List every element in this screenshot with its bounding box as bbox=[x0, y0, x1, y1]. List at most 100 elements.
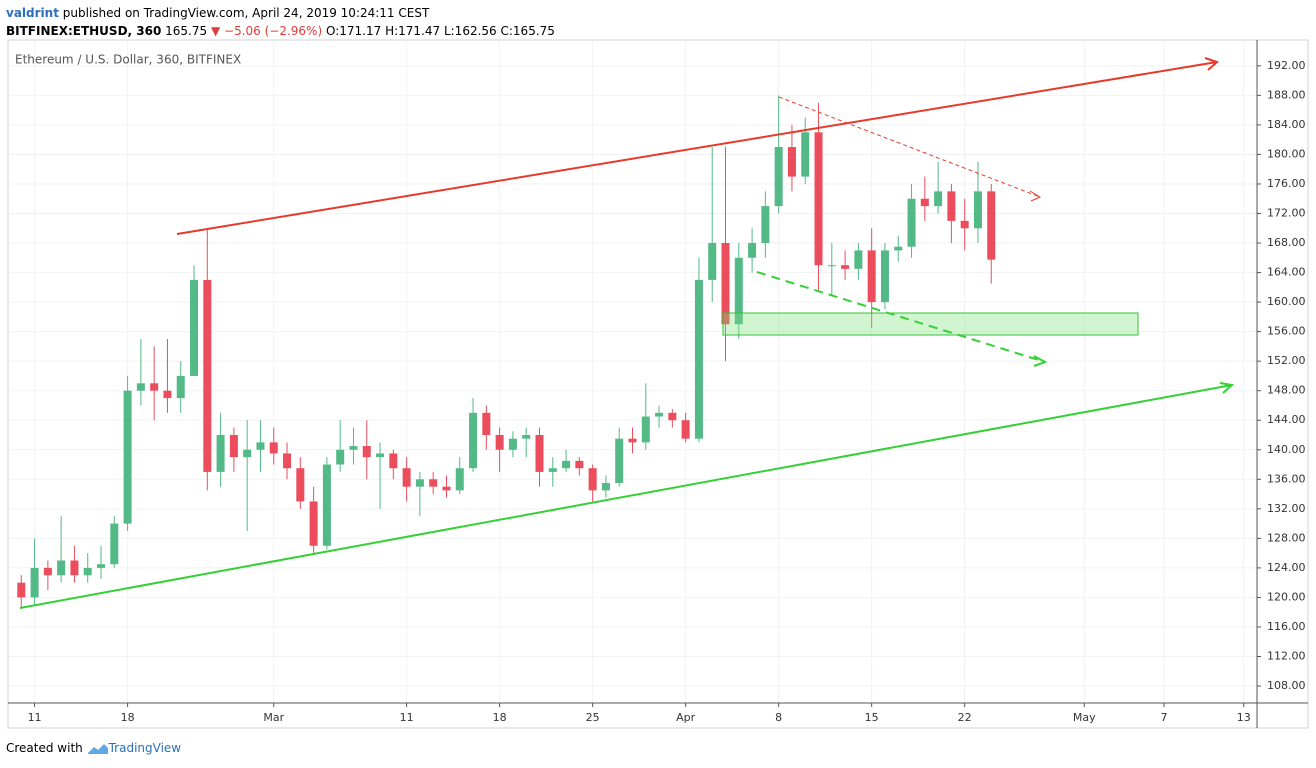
brand[interactable]: TradingView bbox=[108, 741, 182, 755]
candle-body bbox=[894, 246, 903, 251]
candle-body bbox=[150, 383, 159, 391]
y-tick-label: 180.00 bbox=[1267, 147, 1306, 160]
x-tick-label: 25 bbox=[586, 711, 600, 724]
author[interactable]: valdrint bbox=[6, 6, 59, 20]
y-tick-label: 136.00 bbox=[1267, 472, 1306, 485]
x-tick-label: May bbox=[1073, 711, 1096, 724]
candle-body bbox=[973, 191, 982, 229]
logo bbox=[87, 743, 108, 754]
x-tick-label: 15 bbox=[865, 711, 879, 724]
x-tick-label: 13 bbox=[1237, 711, 1251, 724]
header: valdrint published on TradingView.com, A… bbox=[6, 4, 555, 40]
published: published on TradingView.com, April 24, … bbox=[62, 6, 430, 20]
candle-body bbox=[601, 482, 610, 491]
candle-body bbox=[880, 250, 889, 303]
candle-body bbox=[548, 468, 557, 472]
candle-body bbox=[960, 220, 969, 229]
candle-body bbox=[309, 501, 318, 546]
created-with: Created with bbox=[6, 741, 83, 755]
candle-body bbox=[415, 479, 424, 487]
candle-body bbox=[934, 191, 943, 207]
arrow-head bbox=[1204, 57, 1219, 71]
candle-body bbox=[482, 412, 491, 435]
candle-body bbox=[947, 191, 956, 221]
y-tick-label: 184.00 bbox=[1267, 118, 1306, 131]
chart-frame bbox=[7, 39, 1309, 729]
chart-title: Ethereum / U.S. Dollar, 360, BITFINEX bbox=[15, 53, 241, 67]
candle-body bbox=[269, 442, 278, 454]
y-tick-label: 176.00 bbox=[1267, 177, 1306, 190]
candle-body bbox=[827, 265, 836, 267]
candle-body bbox=[30, 567, 39, 598]
candle-body bbox=[787, 147, 796, 177]
candle-body bbox=[774, 147, 783, 207]
y-tick-label: 108.00 bbox=[1267, 679, 1306, 692]
candle-body bbox=[229, 434, 238, 458]
candle-body bbox=[508, 438, 517, 450]
arrow-head bbox=[1029, 190, 1042, 202]
x-tick-label: 22 bbox=[958, 711, 972, 724]
symbol: BITFINEX:ETHUSD, 360 bbox=[6, 24, 162, 38]
candle-body bbox=[97, 564, 106, 568]
ohlc-open: O:171.17 bbox=[325, 24, 382, 38]
candle-body bbox=[110, 523, 119, 565]
candle-body bbox=[163, 390, 172, 399]
x-tick-label: 18 bbox=[493, 711, 507, 724]
support-zone bbox=[722, 312, 1139, 336]
candle-body bbox=[562, 460, 571, 469]
candle-body bbox=[216, 434, 225, 472]
drawings bbox=[19, 57, 1235, 609]
candle-body bbox=[203, 279, 212, 472]
y-tick-label: 140.00 bbox=[1267, 443, 1306, 456]
y-tick-label: 192.00 bbox=[1267, 59, 1306, 72]
y-tick-label: 172.00 bbox=[1267, 207, 1306, 220]
ohlc-close: C:165.75 bbox=[500, 24, 555, 38]
y-tick-label: 128.00 bbox=[1267, 531, 1306, 544]
ohlc-low: L:162.56 bbox=[443, 24, 497, 38]
candle-body bbox=[734, 257, 743, 325]
candle-body bbox=[70, 560, 79, 576]
candle-body bbox=[814, 132, 823, 266]
change: ▼ −5.06 (−2.96%) bbox=[210, 24, 323, 38]
y-tick-label: 112.00 bbox=[1267, 649, 1306, 662]
candle-body bbox=[283, 453, 292, 469]
y-tick-label: 144.00 bbox=[1267, 413, 1306, 426]
y-tick-label: 124.00 bbox=[1267, 561, 1306, 574]
candle-body bbox=[495, 434, 504, 450]
candle-body bbox=[641, 416, 650, 443]
axes: 108.00 112.00 116.00 120.00 124.00 128.00 132.… bbox=[28, 59, 1306, 724]
y-tick-label: 188.00 bbox=[1267, 88, 1306, 101]
candle-body bbox=[615, 438, 624, 483]
candle-body bbox=[469, 412, 478, 469]
candle-body bbox=[57, 560, 66, 576]
candle-body bbox=[376, 453, 385, 458]
x-tick-label: 11 bbox=[28, 711, 42, 724]
x-tick-label: Mar bbox=[263, 711, 284, 724]
candle-body bbox=[907, 198, 916, 247]
dashed-red-line bbox=[778, 96, 1041, 198]
candle-body bbox=[362, 446, 371, 458]
y-tick-label: 156.00 bbox=[1267, 325, 1306, 338]
candle-body bbox=[708, 243, 717, 280]
candle-body bbox=[136, 383, 145, 391]
x-tick-label: 7 bbox=[1160, 711, 1167, 724]
candle-body bbox=[681, 420, 690, 439]
candle-body bbox=[83, 567, 92, 576]
candle-body bbox=[442, 486, 451, 491]
candle-body bbox=[296, 468, 305, 502]
resistance-trendline bbox=[176, 61, 1218, 235]
arrow-head bbox=[1219, 382, 1235, 394]
candle-body bbox=[243, 449, 252, 458]
candle-body bbox=[190, 279, 199, 376]
candle-body bbox=[123, 390, 132, 524]
candle-body bbox=[867, 250, 876, 303]
candle-body bbox=[920, 198, 929, 207]
y-tick-label: 152.00 bbox=[1267, 354, 1306, 367]
candle-body bbox=[761, 206, 770, 244]
ohlc-high: H:171.47 bbox=[385, 24, 441, 38]
symbol-line: BITFINEX:ETHUSD, 360 165.75 ▼ −5.06 (−2.… bbox=[6, 22, 555, 40]
candle-body bbox=[588, 468, 597, 491]
candle-body bbox=[748, 243, 757, 258]
y-tick-label: 168.00 bbox=[1267, 236, 1306, 249]
